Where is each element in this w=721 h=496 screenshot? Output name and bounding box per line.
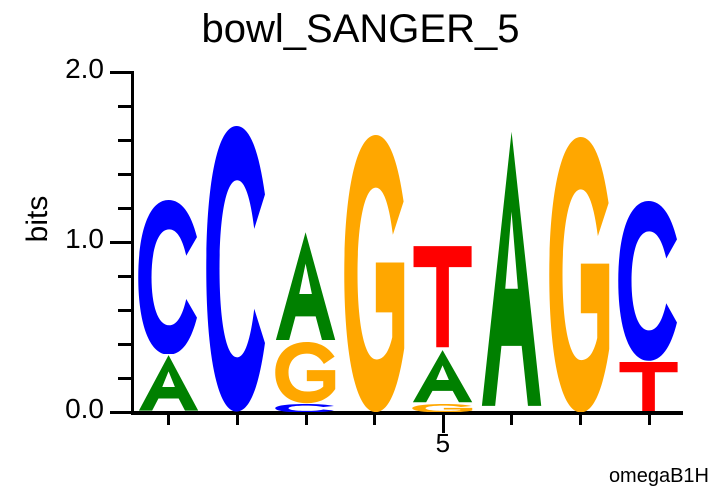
logo-stack-position-6 bbox=[480, 126, 543, 412]
logo-stack-position-1 bbox=[137, 199, 200, 412]
x-tick-minor bbox=[510, 415, 514, 425]
y-tick-major bbox=[110, 241, 134, 244]
y-tick-label: 2.0 bbox=[65, 53, 104, 84]
x-tick-minor bbox=[235, 415, 239, 425]
logo-letter-G bbox=[343, 134, 406, 412]
y-tick-major bbox=[110, 411, 134, 414]
logo-letter-G bbox=[274, 342, 337, 404]
logo-letter-C bbox=[205, 126, 268, 412]
y-axis-label: bits bbox=[21, 195, 54, 243]
footer-label: omegaB1H bbox=[608, 465, 709, 487]
y-tick-minor bbox=[118, 377, 134, 380]
logo-letter-C bbox=[617, 201, 680, 361]
logo-stack-position-2 bbox=[205, 126, 268, 412]
logo-letter-A bbox=[274, 230, 337, 342]
x-axis-line bbox=[131, 411, 683, 415]
logo-letter-C bbox=[274, 403, 337, 412]
logo-letter-A bbox=[137, 354, 200, 412]
y-tick-label: 0.0 bbox=[65, 393, 104, 424]
page-title: bowl_SANGER_5 bbox=[201, 7, 520, 51]
x-tick-minor bbox=[373, 415, 377, 425]
x-tick-label: 5 bbox=[435, 428, 451, 458]
y-tick-minor bbox=[118, 343, 134, 346]
logo-stack-position-7 bbox=[548, 136, 611, 412]
y-tick-minor bbox=[118, 105, 134, 108]
logo-letter-A bbox=[411, 349, 474, 403]
logo-stack-position-8 bbox=[617, 201, 680, 412]
y-tick-minor bbox=[118, 207, 134, 210]
y-tick-minor bbox=[118, 173, 134, 176]
x-tick-minor bbox=[647, 415, 651, 425]
logo-stack-position-3 bbox=[274, 230, 337, 412]
logo-letter-G bbox=[548, 136, 611, 412]
y-tick-major bbox=[110, 71, 134, 74]
logo-letter-A bbox=[480, 126, 543, 412]
y-tick-minor bbox=[118, 139, 134, 142]
logo-letter-C bbox=[137, 199, 200, 355]
logo-letter-T bbox=[411, 244, 474, 349]
logo-stack-position-5 bbox=[411, 244, 474, 412]
x-tick-minor bbox=[304, 415, 308, 425]
y-tick-label: 1.0 bbox=[65, 223, 104, 254]
y-tick-minor bbox=[118, 309, 134, 312]
x-tick-major bbox=[441, 415, 445, 433]
logo-letter-G bbox=[411, 403, 474, 412]
x-tick-minor bbox=[579, 415, 583, 425]
logo-stack-position-4 bbox=[343, 134, 406, 412]
logo-letter-T bbox=[617, 361, 680, 412]
x-tick-minor bbox=[167, 415, 171, 425]
y-tick-minor bbox=[118, 275, 134, 278]
